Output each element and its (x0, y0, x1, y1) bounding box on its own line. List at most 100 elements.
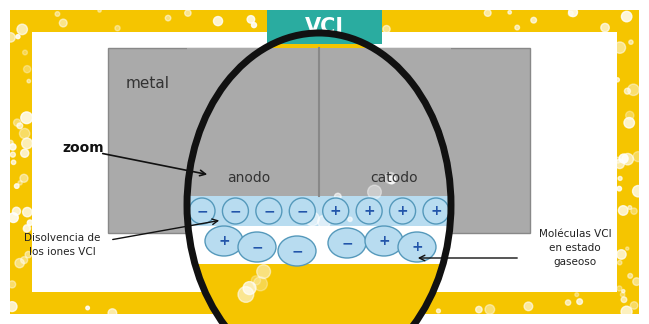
Circle shape (626, 111, 634, 120)
Ellipse shape (205, 226, 243, 256)
Text: −: − (297, 204, 308, 218)
Circle shape (330, 211, 341, 221)
Circle shape (624, 118, 635, 128)
Ellipse shape (328, 228, 366, 258)
Circle shape (223, 307, 231, 316)
Circle shape (23, 207, 32, 217)
Circle shape (629, 40, 633, 44)
Text: +: + (430, 204, 442, 218)
Ellipse shape (398, 232, 436, 262)
Bar (187, 48, 451, 196)
Circle shape (348, 217, 352, 222)
Circle shape (628, 206, 631, 209)
Ellipse shape (278, 236, 316, 266)
Circle shape (622, 11, 632, 22)
Circle shape (569, 11, 573, 16)
Circle shape (633, 152, 643, 162)
Circle shape (21, 257, 28, 264)
Circle shape (8, 213, 18, 223)
Circle shape (385, 172, 396, 184)
Circle shape (508, 11, 511, 14)
Circle shape (243, 297, 247, 301)
Circle shape (515, 25, 520, 30)
Circle shape (620, 292, 625, 297)
Ellipse shape (187, 33, 451, 324)
Circle shape (615, 78, 619, 82)
Circle shape (8, 140, 13, 145)
Circle shape (55, 12, 60, 16)
Circle shape (251, 276, 260, 285)
Circle shape (8, 281, 16, 288)
Circle shape (413, 297, 421, 306)
Circle shape (12, 160, 16, 165)
Circle shape (290, 232, 300, 242)
Circle shape (388, 176, 395, 184)
Circle shape (214, 17, 223, 26)
Circle shape (617, 186, 622, 191)
Circle shape (524, 302, 533, 311)
Circle shape (631, 208, 637, 214)
Circle shape (622, 154, 633, 165)
Circle shape (614, 42, 626, 53)
Circle shape (15, 259, 24, 268)
Text: +: + (363, 204, 375, 218)
Circle shape (21, 149, 29, 157)
Circle shape (306, 212, 319, 226)
Circle shape (14, 119, 21, 126)
Circle shape (21, 138, 32, 149)
Circle shape (19, 128, 30, 139)
Circle shape (484, 10, 491, 16)
Ellipse shape (238, 232, 276, 262)
Circle shape (615, 157, 621, 163)
Circle shape (14, 184, 19, 188)
Circle shape (243, 282, 256, 295)
Text: −: − (263, 204, 275, 218)
Circle shape (108, 309, 117, 318)
Circle shape (285, 236, 300, 251)
Circle shape (18, 181, 22, 185)
Text: metal: metal (126, 75, 170, 90)
Circle shape (223, 198, 249, 224)
Bar (187, 226, 451, 264)
Circle shape (575, 293, 579, 296)
Circle shape (617, 286, 622, 291)
Circle shape (624, 88, 630, 94)
Circle shape (618, 206, 628, 215)
Text: zoom: zoom (62, 141, 104, 155)
Circle shape (334, 8, 343, 17)
Circle shape (476, 307, 482, 313)
Circle shape (27, 79, 31, 83)
Circle shape (23, 50, 27, 55)
Circle shape (577, 299, 582, 305)
Circle shape (59, 19, 67, 27)
Circle shape (257, 265, 271, 279)
Circle shape (619, 154, 628, 163)
Circle shape (292, 249, 308, 265)
Circle shape (569, 8, 578, 17)
Circle shape (7, 302, 17, 311)
Circle shape (20, 174, 28, 182)
Circle shape (189, 198, 215, 224)
Circle shape (398, 294, 406, 302)
Bar (108, 48, 530, 233)
Circle shape (10, 152, 16, 157)
Circle shape (618, 177, 622, 180)
Bar (32, 32, 617, 292)
Text: −: − (251, 240, 263, 254)
Circle shape (630, 302, 638, 309)
Circle shape (531, 17, 537, 23)
Circle shape (323, 198, 349, 224)
Circle shape (329, 208, 334, 213)
Circle shape (17, 24, 27, 35)
Circle shape (185, 10, 191, 16)
Circle shape (287, 244, 295, 251)
Text: +: + (330, 204, 341, 218)
Circle shape (98, 9, 101, 12)
Bar (267, 10, 382, 44)
Circle shape (485, 305, 495, 314)
Circle shape (23, 65, 31, 73)
Circle shape (621, 297, 627, 303)
Text: +: + (411, 240, 422, 254)
Circle shape (327, 202, 335, 209)
Circle shape (626, 247, 629, 250)
